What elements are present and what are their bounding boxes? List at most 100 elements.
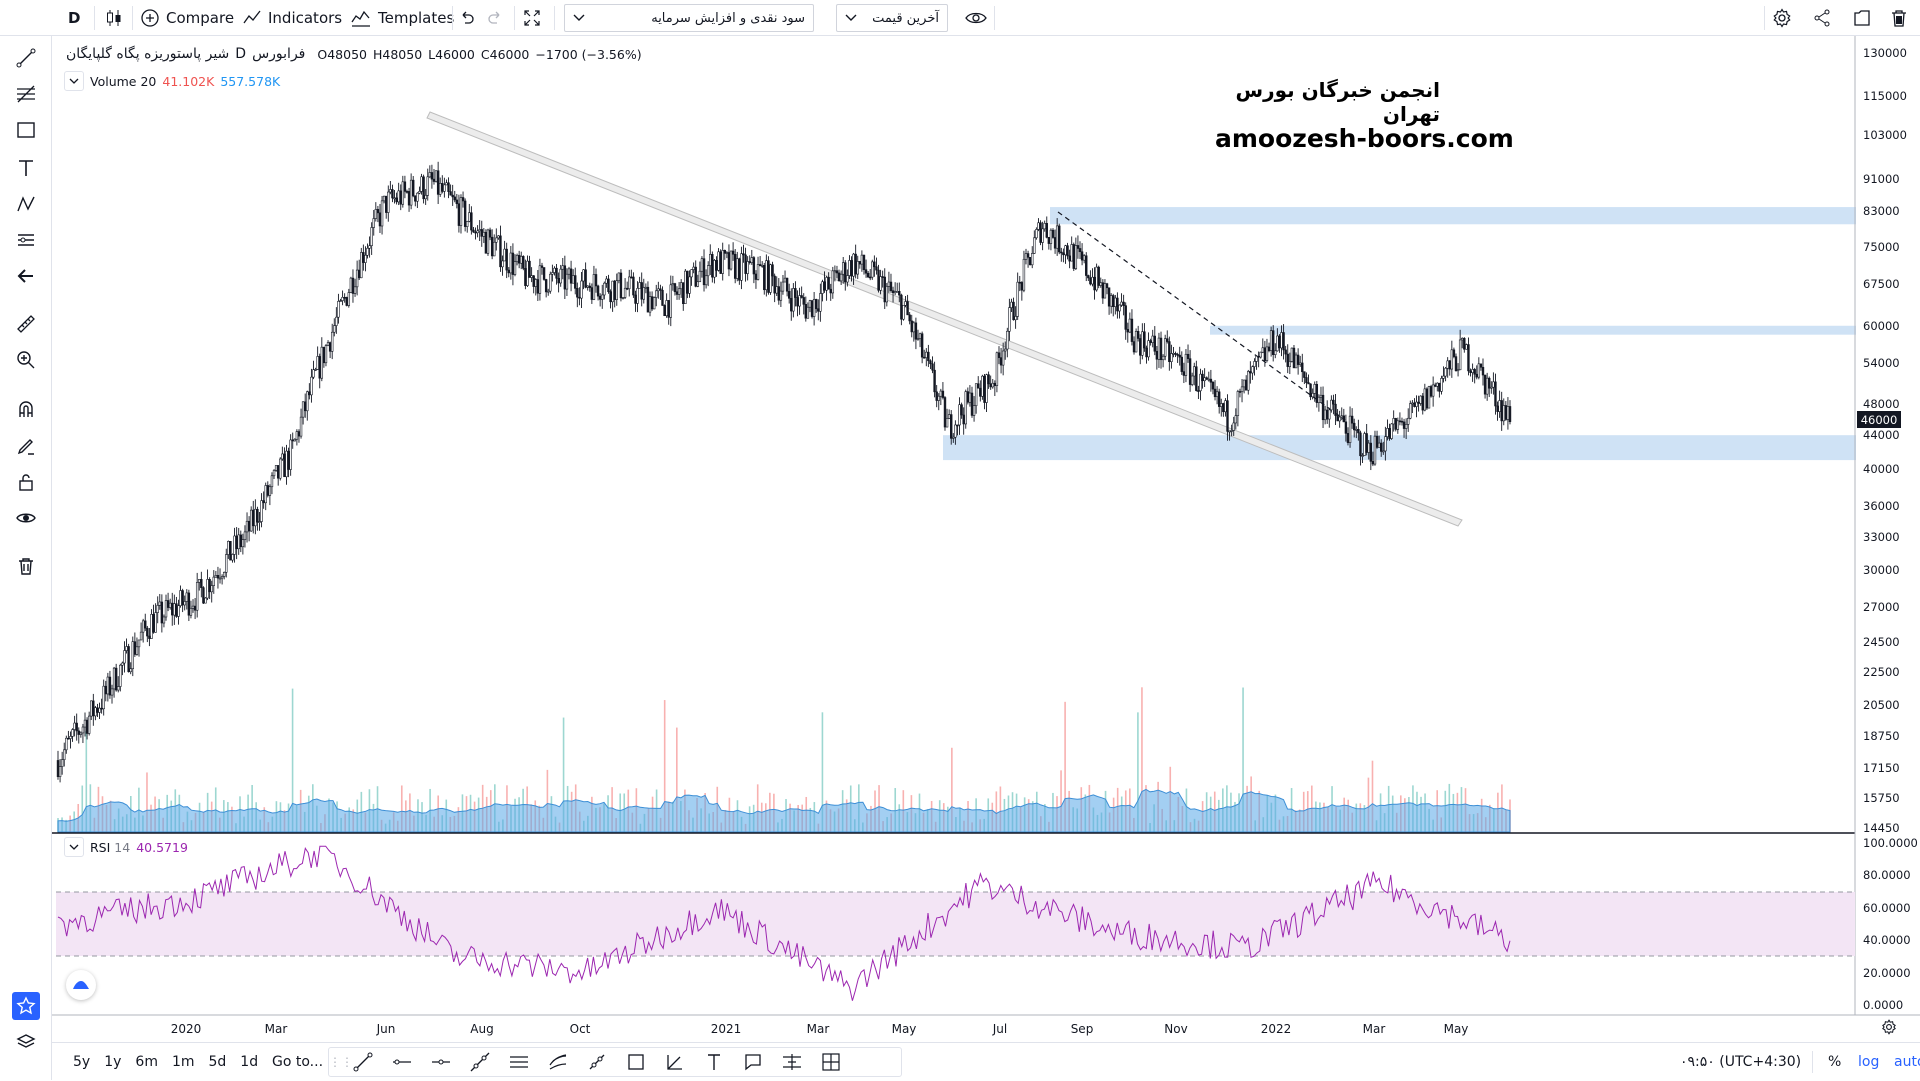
volume-bar <box>101 796 104 832</box>
price-range-icon[interactable] <box>811 1051 850 1073</box>
volume-bar <box>1048 821 1050 832</box>
range-button-1m[interactable]: 1m <box>171 1054 195 1070</box>
delete-button[interactable] <box>1890 4 1908 32</box>
price-source-dropdown[interactable]: آخرین قیمت <box>836 4 948 32</box>
visibility-button[interactable] <box>964 4 988 32</box>
templates-button[interactable]: Templates <box>350 4 454 32</box>
interval-button[interactable]: D <box>68 4 80 32</box>
rectangle-icon[interactable] <box>12 116 40 144</box>
candle-body <box>349 277 353 293</box>
candle-body <box>1195 366 1198 391</box>
volume-bar <box>130 795 132 832</box>
price-axis[interactable]: 130000 115000 103000 91000 83000 75000 67500 60… <box>1855 36 1920 835</box>
log-toggle[interactable]: log <box>1858 1051 1879 1073</box>
date-range-icon[interactable] <box>772 1051 811 1073</box>
ruler-icon[interactable] <box>12 310 40 338</box>
candle-body <box>1294 354 1298 369</box>
pitchfork-icon[interactable] <box>538 1051 577 1073</box>
fib-retracement-icon[interactable] <box>12 80 40 108</box>
candle-body <box>717 251 720 271</box>
chart-type-button[interactable] <box>104 4 124 32</box>
range-button-1d[interactable]: 1d <box>240 1054 259 1070</box>
callout-icon[interactable] <box>733 1051 772 1073</box>
layers-icon[interactable] <box>12 1028 40 1056</box>
volume-bar <box>878 785 880 832</box>
text-icon[interactable] <box>12 154 40 182</box>
goto-button[interactable]: Go to... <box>272 1051 323 1073</box>
volume-bar <box>526 786 528 832</box>
zoom-in-icon[interactable] <box>12 346 40 374</box>
range-button-5d[interactable]: 5d <box>208 1054 227 1070</box>
symbol-name[interactable]: شیر پاستوریزه پگاه گلپایگان <box>66 46 230 62</box>
snapshot-button[interactable] <box>1852 4 1872 32</box>
trend-line-icon[interactable] <box>12 44 40 72</box>
rectangle-icon[interactable] <box>616 1051 655 1073</box>
range-button-1y[interactable]: 1y <box>104 1054 122 1070</box>
share-button[interactable] <box>1812 4 1832 32</box>
timezone-clock[interactable]: ۰۹:۵۰ (UTC+4:30) <box>1680 1051 1801 1073</box>
price-zone[interactable] <box>1210 325 1856 335</box>
collapse-chevron-icon[interactable] <box>64 71 84 91</box>
time-axis[interactable]: 2020 Mar Jun Aug Oct 2021 Mar May Jul Sep Nov 2022 M… <box>56 1015 1856 1043</box>
drag-handle-icon[interactable]: ⋮⋮ <box>329 1055 353 1069</box>
angle-icon[interactable] <box>655 1051 694 1073</box>
price-zone[interactable] <box>1050 207 1856 225</box>
candle-body <box>193 605 197 611</box>
parallel-channel-icon[interactable] <box>499 1051 538 1073</box>
trash-icon[interactable] <box>12 552 40 580</box>
prediction-icon[interactable] <box>12 226 40 254</box>
horizontal-line-icon[interactable] <box>421 1051 460 1073</box>
redo-button[interactable] <box>486 4 504 32</box>
horizontal-ray-icon[interactable] <box>382 1051 421 1073</box>
volume-bar <box>716 786 719 832</box>
candle-body <box>272 470 276 477</box>
candle-body <box>1286 353 1289 367</box>
back-arrow-icon[interactable] <box>12 262 40 290</box>
magnet-icon[interactable] <box>12 396 40 424</box>
candle-body <box>842 262 845 275</box>
candle-body <box>441 183 444 192</box>
range-button-5y[interactable]: 5y <box>73 1054 91 1070</box>
undo-button[interactable] <box>458 4 476 32</box>
candle-body <box>563 265 567 290</box>
range-button-6m[interactable]: 6m <box>135 1054 158 1070</box>
eye-icon[interactable] <box>12 504 40 532</box>
candle-body <box>586 285 589 288</box>
candle-body <box>1328 409 1331 420</box>
percent-toggle[interactable]: % <box>1828 1051 1841 1073</box>
watchlist-star-icon[interactable] <box>12 992 40 1020</box>
brush-icon[interactable] <box>577 1051 616 1073</box>
settings-button[interactable] <box>1772 4 1792 32</box>
candle-body <box>727 252 731 270</box>
axis-settings-button[interactable] <box>1878 1018 1900 1040</box>
rsi-axis[interactable]: 100.0000 80.0000 60.0000 40.0000 20.0000 0.00… <box>1855 833 1920 1015</box>
candle-body <box>1359 432 1362 457</box>
lock-icon[interactable] <box>12 468 40 496</box>
text-icon[interactable] <box>694 1051 733 1073</box>
trend-line-icon[interactable] <box>343 1051 382 1073</box>
volume-bar <box>971 822 973 832</box>
tradingview-logo[interactable] <box>66 970 96 1000</box>
candle-body <box>522 256 525 269</box>
volume-bar <box>372 803 375 832</box>
pattern-icon[interactable] <box>12 190 40 218</box>
candle-body <box>499 235 502 268</box>
volume-bar <box>1246 785 1248 832</box>
price-zone[interactable] <box>943 435 1856 461</box>
candle-body <box>648 296 652 313</box>
candle-body <box>1392 418 1395 425</box>
extended-line-icon[interactable] <box>460 1051 499 1073</box>
candle-body <box>775 286 778 294</box>
collapse-chevron-icon[interactable] <box>64 837 84 857</box>
dividend-adjust-dropdown[interactable]: سود نقدی و افزایش سرمایه <box>564 4 814 32</box>
indicators-button[interactable]: Indicators <box>242 4 342 32</box>
compare-button[interactable]: Compare <box>140 4 234 32</box>
candle-body <box>945 418 949 428</box>
stay-drawing-icon[interactable] <box>12 432 40 460</box>
candle-body <box>607 278 610 292</box>
volume-bar <box>1335 807 1337 832</box>
auto-toggle[interactable]: auto <box>1894 1051 1920 1073</box>
volume-bar <box>405 800 407 832</box>
fullscreen-button[interactable] <box>522 4 542 32</box>
